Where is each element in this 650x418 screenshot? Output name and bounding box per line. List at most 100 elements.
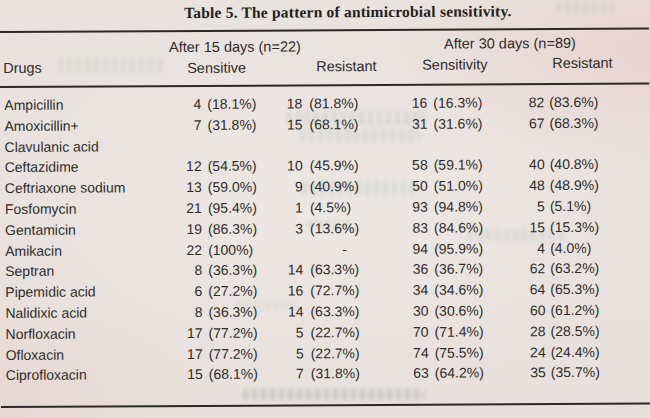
cell-sensitive-15d: 8(36.3%) [180,260,281,281]
percent-value: (40.9%) [303,176,359,197]
percent-value: (84.6%) [428,217,483,238]
count-value: 36 [408,259,428,280]
cell-resistant-15d: 9(40.9%) [281,176,408,197]
count-value: - [342,239,347,260]
table-body: Ampicillin 4(18.1%) 18(81.8%) 16(16.3%) … [4,92,646,387]
cell-sensitive-15d: 8(36.3%) [180,301,281,322]
percent-value: (24.4%) [546,341,600,362]
count-value: 15 [523,217,545,238]
percent-value: (31.8%) [201,114,256,135]
count-value: 5 [282,343,304,364]
percent-value: (59.0%) [202,177,257,198]
cell-resistant-30d: 62(63.2%) [523,258,645,279]
count-value [523,134,545,155]
percent-value: (65.3%) [545,279,599,300]
percent-value: (27.2%) [202,281,257,302]
percent-value: (35.7%) [546,362,600,383]
percent-value: (94.8%) [428,196,483,217]
cell-resistant-30d: 24(24.4%) [524,341,646,362]
cell-sensitivity-30d: 94(95.9%) [408,238,523,259]
cell-resistant-30d: 5(5.1%) [523,196,645,217]
cell-resistant-15d: 3(13.6%) [281,218,408,239]
count-value: 21 [180,198,202,219]
cell-sensitivity-30d: 16(16.3%) [407,92,522,113]
group-header-30-days: After 30 days (n=89) [444,35,576,52]
percent-value: (15.3%) [545,217,599,238]
percent-value: (95.9%) [428,238,483,259]
drug-name: Septran [5,260,180,282]
count-value [408,134,428,155]
cell-sensitive-15d: 13(59.0%) [180,177,281,198]
drug-name: Pipemidic acid [5,281,180,303]
cell-sensitive-15d: 7(31.8%) [179,114,280,135]
cell-sensitivity-30d: 63(64.2%) [409,363,524,384]
percent-value: (22.7%) [304,343,360,364]
column-header-resistant-30d: Resistant [552,55,613,71]
cell-sensitivity-30d: 58(59.1%) [408,155,523,176]
count-value: 58 [408,155,428,176]
percent-value [202,136,208,157]
percent-value: (36.7%) [428,259,483,280]
count-value: 8 [180,260,202,281]
count-value: 70 [408,322,428,343]
percent-value: (72.7%) [303,280,359,301]
count-value: 15 [280,114,302,135]
count-value: 63 [409,363,429,384]
count-value: 31 [407,114,427,135]
cell-resistant-15d: 5(22.7%) [282,342,409,363]
percent-value: (86.3%) [202,218,257,239]
count-value: 7 [179,115,201,136]
percent-value: (4.0%) [545,237,591,258]
column-header-sensitivity-30d: Sensitivity [422,56,487,72]
cell-resistant-30d: 60(61.2%) [523,300,645,321]
cell-resistant-15d: - [281,238,408,259]
cell-resistant-15d [281,134,408,155]
cell-resistant-30d: 15(15.3%) [523,216,645,237]
count-value: 62 [523,259,545,280]
column-header-resistant-15d: Resistant [316,58,377,74]
cell-sensitivity-30d [408,134,523,155]
scanned-paper-page: Table 5. The pattern of antimicrobial se… [0,0,650,418]
table-caption: Table 5. The pattern of antimicrobial se… [0,2,649,23]
percent-value [428,134,434,155]
percent-value: (71.4%) [428,321,483,342]
percent-value: (68.3%) [544,113,598,134]
count-value: 34 [408,280,428,301]
count-value [281,135,303,156]
group-header-15-days: After 15 days (n=22) [169,38,301,55]
cell-resistant-30d: 28(28.5%) [523,320,645,341]
percent-value: (63.2%) [545,258,599,279]
drug-name: Amoxicillin+ [4,115,179,137]
count-value: 14 [281,260,303,281]
column-header-drugs: Drugs [3,60,42,76]
cell-resistant-30d: 40(40.8%) [523,154,645,175]
percent-value: (36.3%) [202,302,257,323]
percent-value: (45.9%) [303,156,359,177]
table-top-rule [0,28,649,34]
table-sheet: Table 5. The pattern of antimicrobial se… [0,0,650,418]
percent-value: (40.8%) [545,154,599,175]
drug-name: Ciprofloxacin [6,364,181,386]
count-value: 12 [180,156,202,177]
cell-resistant-30d: 4(4.0%) [523,237,645,258]
percent-value: (5.1%) [545,196,591,217]
percent-value: (61.2%) [545,300,599,321]
percent-value: (59.1%) [428,155,483,176]
percent-value: (63.3%) [303,259,359,280]
count-value: 5 [523,196,545,217]
drug-name: Ceftazidime [5,156,180,178]
count-value: 4 [179,94,201,115]
count-value: 94 [408,238,428,259]
cell-resistant-15d: 1(4.5%) [281,197,408,218]
percent-value: (16.3%) [427,92,482,113]
cell-resistant-15d: 10(45.9%) [281,155,408,176]
cell-sensitivity-30d: 30(30.6%) [408,300,523,321]
cell-sensitive-15d: 12(54.5%) [180,156,281,177]
count-value [180,136,202,157]
drug-name: Nalidixic acid [5,302,180,324]
percent-value: (63.3%) [303,301,359,322]
percent-value: (95.4%) [202,198,257,219]
count-value: 24 [524,342,546,363]
count-value: 18 [280,93,302,114]
count-value: 7 [282,364,304,385]
